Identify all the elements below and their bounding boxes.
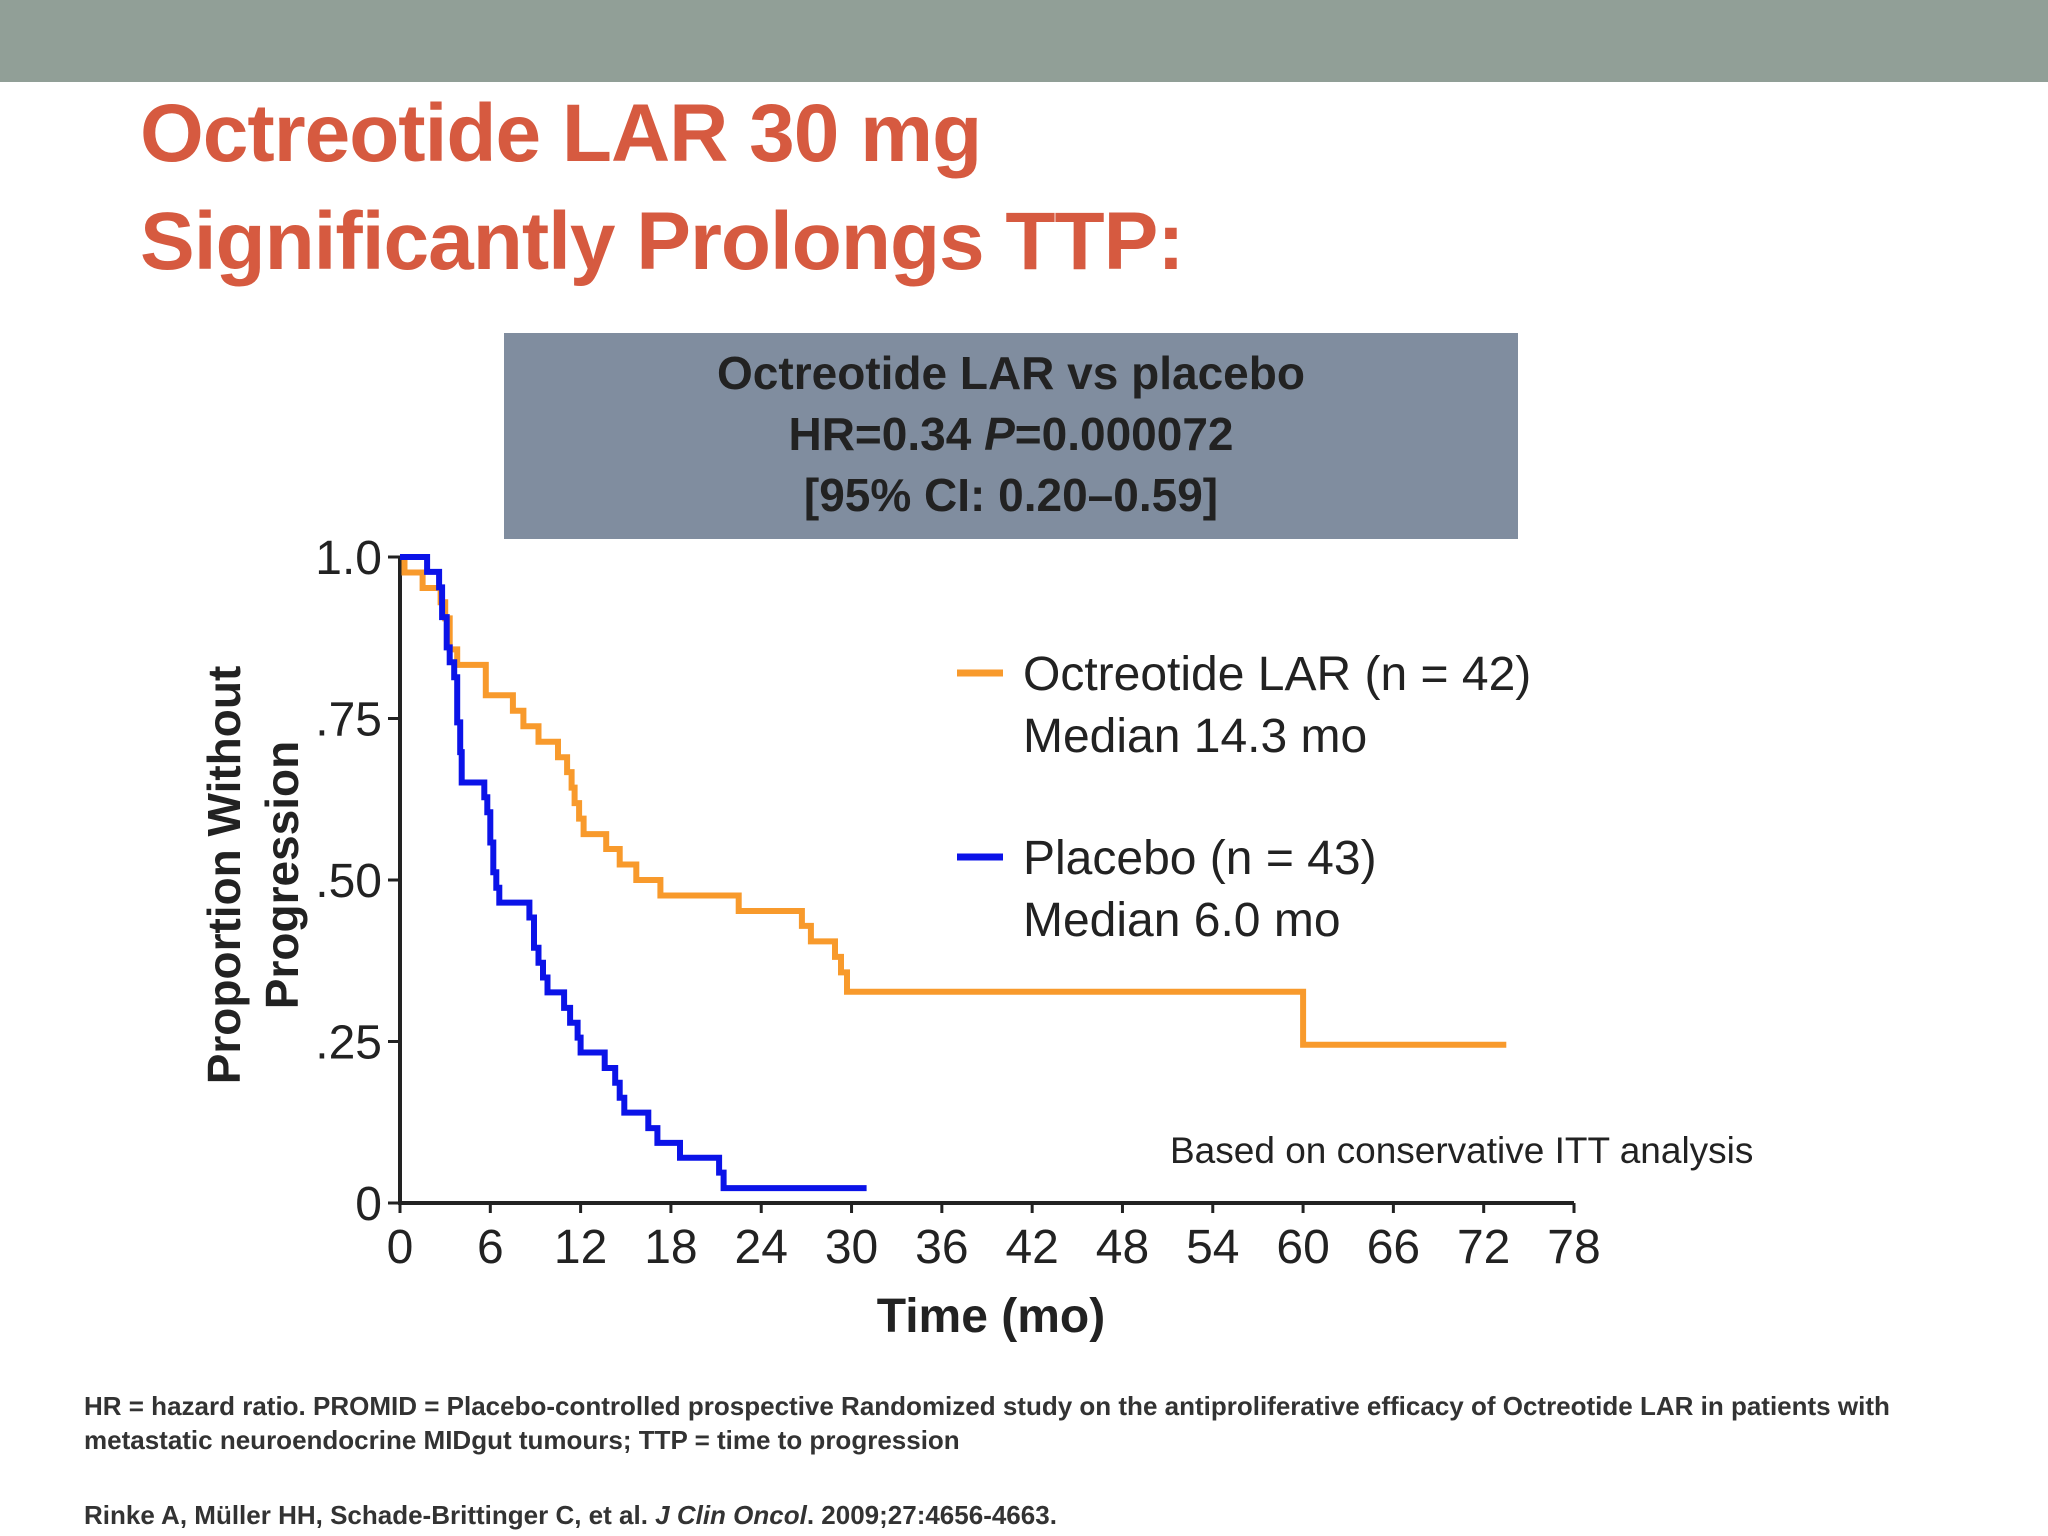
x-tick-label: 0 bbox=[387, 1221, 414, 1274]
stats-box: Octreotide LAR vs placebo HR=0.34 P=0.00… bbox=[504, 333, 1518, 539]
x-tick-label: 48 bbox=[1096, 1221, 1149, 1274]
chart-legend: Octreotide LAR (n = 42) Median 14.3 mo Pla… bbox=[957, 648, 1531, 947]
chart-annotation: Based on conservative ITT analysis bbox=[1170, 1130, 1753, 1171]
y-tick-label: .25 bbox=[315, 1017, 382, 1070]
stats-hr-p: HR=0.34 P=0.000072 bbox=[504, 404, 1518, 465]
y-axis-ticks: 0 .25 .50 .75 1.0 bbox=[315, 532, 400, 1231]
footnote: HR = hazard ratio. PROMID = Placebo-cont… bbox=[84, 1391, 1890, 1455]
x-tick-label: 66 bbox=[1367, 1221, 1420, 1274]
x-tick-label: 42 bbox=[1005, 1221, 1058, 1274]
stats-ci: [95% CI: 0.20–0.59] bbox=[803, 469, 1219, 521]
y-axis-label-line-2: Progression bbox=[256, 741, 308, 1009]
x-tick-label: 60 bbox=[1276, 1221, 1329, 1274]
legend-series-name: Octreotide LAR (n = 42) bbox=[1023, 648, 1531, 701]
slide-title-line-2: Significantly Prolongs TTP: bbox=[140, 196, 1185, 287]
citation-authors: Rinke A, Müller HH, Schade-Brittinger C,… bbox=[84, 1500, 656, 1530]
legend-median: Median 14.3 mo bbox=[1023, 710, 1367, 763]
slide-title-line-1: Octreotide LAR 30 mg bbox=[140, 88, 982, 179]
x-tick-label: 54 bbox=[1186, 1221, 1239, 1274]
chart-series bbox=[400, 554, 1507, 1192]
stats-hr: HR=0.34 bbox=[788, 408, 985, 460]
y-tick-label: .75 bbox=[315, 694, 382, 747]
octreotide-curve bbox=[400, 554, 1507, 1048]
legend-series-name: Placebo (n = 43) bbox=[1023, 832, 1377, 885]
legend-median: Median 6.0 mo bbox=[1023, 894, 1341, 947]
x-tick-label: 72 bbox=[1457, 1221, 1510, 1274]
x-tick-label: 12 bbox=[554, 1221, 607, 1274]
y-tick-label: .50 bbox=[315, 855, 382, 908]
y-tick-label: 1.0 bbox=[315, 532, 382, 585]
x-tick-label: 18 bbox=[644, 1221, 697, 1274]
citation-rest: . 2009;27:4656-4663. bbox=[806, 1500, 1057, 1530]
x-tick-label: 78 bbox=[1547, 1221, 1600, 1274]
slide-title: Octreotide LAR 30 mg Significantly Prolo… bbox=[140, 80, 1940, 296]
stats-p-label: P bbox=[984, 408, 1015, 460]
x-axis-label: Time (mo) bbox=[877, 1290, 1105, 1343]
y-axis-label: Proportion Without Progression bbox=[198, 666, 308, 1085]
stats-comparison: Octreotide LAR vs placebo bbox=[717, 347, 1305, 399]
top-band bbox=[0, 0, 2048, 82]
x-tick-label: 6 bbox=[477, 1221, 504, 1274]
citation: Rinke A, Müller HH, Schade-Brittinger C,… bbox=[84, 1498, 2024, 1532]
y-tick-label: 0 bbox=[355, 1178, 382, 1231]
citation-journal: J Clin Oncol bbox=[655, 1500, 807, 1530]
x-tick-label: 24 bbox=[735, 1221, 788, 1274]
stats-p-value: =0.000072 bbox=[1014, 408, 1234, 460]
x-tick-label: 30 bbox=[825, 1221, 878, 1274]
y-axis-label-line-1: Proportion Without bbox=[198, 666, 250, 1085]
placebo-curve bbox=[400, 554, 867, 1192]
x-tick-label: 36 bbox=[915, 1221, 968, 1274]
x-axis-ticks: 0 6 12 18 24 30 36 42 48 54 60 66 72 78 bbox=[387, 1203, 1601, 1274]
